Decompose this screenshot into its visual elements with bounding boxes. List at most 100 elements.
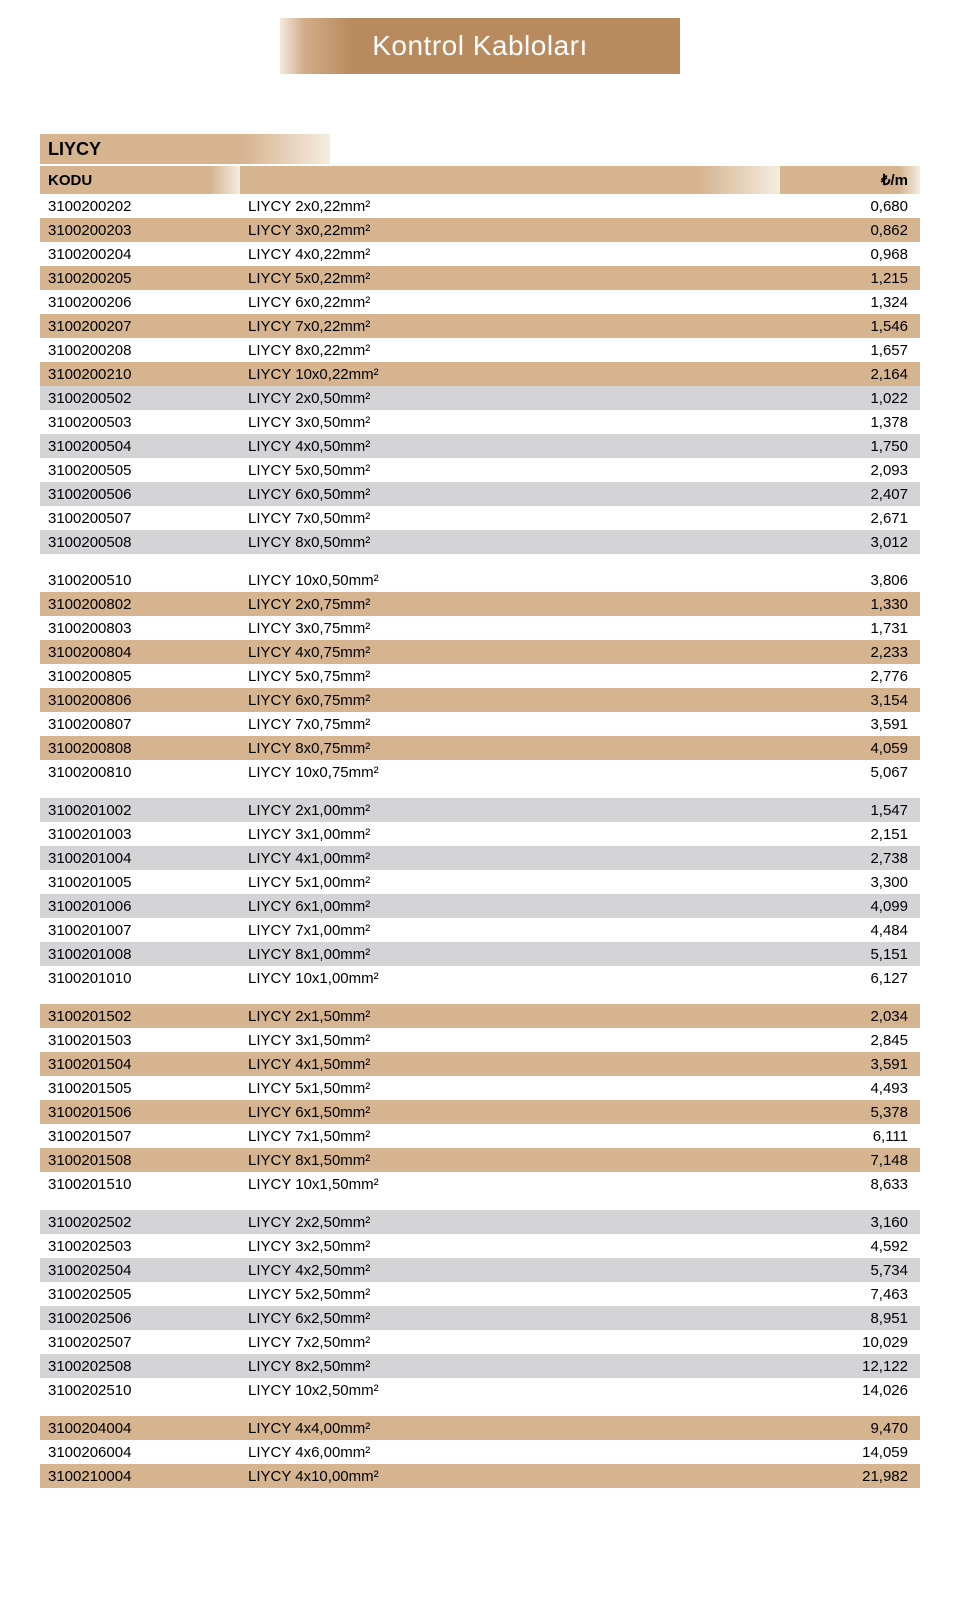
cell-price: 3,300 [780,870,920,894]
cell-code: 3100200505 [40,458,240,482]
table-row: 3100200805LIYCY 5x0,75mm²2,776 [40,664,920,688]
table-row: 3100202502LIYCY 2x2,50mm²3,160 [40,1210,920,1234]
cell-code: 3100201002 [40,798,240,822]
table-row: 3100210004LIYCY 4x10,00mm²21,982 [40,1464,920,1488]
table-row: 3100202507LIYCY 7x2,50mm²10,029 [40,1330,920,1354]
cell-price: 1,022 [780,386,920,410]
table-row: 3100201507LIYCY 7x1,50mm²6,111 [40,1124,920,1148]
cell-code: 3100201502 [40,1004,240,1028]
cell-code: 3100200205 [40,266,240,290]
cell-desc: LIYCY 8x0,22mm² [240,338,780,362]
cell-desc: LIYCY 2x1,00mm² [240,798,780,822]
group-gap [40,1196,920,1210]
cell-code: 3100201505 [40,1076,240,1100]
cell-price: 2,845 [780,1028,920,1052]
cell-desc: LIYCY 4x6,00mm² [240,1440,780,1464]
cell-code: 3100201507 [40,1124,240,1148]
cell-code: 3100202504 [40,1258,240,1282]
cell-price: 1,330 [780,592,920,616]
cell-price: 8,633 [780,1172,920,1196]
cell-code: 3100202502 [40,1210,240,1234]
cell-code: 3100200808 [40,736,240,760]
table-row: 3100201502LIYCY 2x1,50mm²2,034 [40,1004,920,1028]
cell-desc: LIYCY 6x0,50mm² [240,482,780,506]
table-row: 3100201504LIYCY 4x1,50mm²3,591 [40,1052,920,1076]
cell-desc: LIYCY 8x2,50mm² [240,1354,780,1378]
table-row: 3100201004LIYCY 4x1,00mm²2,738 [40,846,920,870]
table-row: 3100201007LIYCY 7x1,00mm²4,484 [40,918,920,942]
cell-code: 3100201010 [40,966,240,990]
cell-code: 3100202503 [40,1234,240,1258]
cell-code: 3100200506 [40,482,240,506]
group-gap [40,1402,920,1416]
cell-price: 2,093 [780,458,920,482]
cell-price: 6,127 [780,966,920,990]
cell-price: 4,099 [780,894,920,918]
table-row: 3100200802LIYCY 2x0,75mm²1,330 [40,592,920,616]
cell-desc: LIYCY 7x0,50mm² [240,506,780,530]
cell-desc: LIYCY 6x1,50mm² [240,1100,780,1124]
cell-desc: LIYCY 8x1,00mm² [240,942,780,966]
cell-price: 5,067 [780,760,920,784]
table-row: 3100200207LIYCY 7x0,22mm²1,546 [40,314,920,338]
cell-desc: LIYCY 10x0,75mm² [240,760,780,784]
cell-price: 1,215 [780,266,920,290]
cell-code: 3100200802 [40,592,240,616]
cell-desc: LIYCY 5x0,75mm² [240,664,780,688]
cell-desc: LIYCY 10x2,50mm² [240,1378,780,1402]
cell-code: 3100200507 [40,506,240,530]
cell-code: 3100200805 [40,664,240,688]
table-row: 3100201010LIYCY 10x1,00mm²6,127 [40,966,920,990]
table-row: 3100200204LIYCY 4x0,22mm²0,968 [40,242,920,266]
cell-price: 3,806 [780,568,920,592]
group-gap [40,554,920,568]
table-row: 3100200203LIYCY 3x0,22mm²0,862 [40,218,920,242]
cell-price: 1,657 [780,338,920,362]
cell-price: 2,671 [780,506,920,530]
table-row: 3100201003LIYCY 3x1,00mm²2,151 [40,822,920,846]
cell-price: 7,148 [780,1148,920,1172]
table-row: 3100200210LIYCY 10x0,22mm²2,164 [40,362,920,386]
cell-desc: LIYCY 4x1,50mm² [240,1052,780,1076]
cell-desc: LIYCY 5x0,50mm² [240,458,780,482]
cell-price: 21,982 [780,1464,920,1488]
table-row: 3100200202LIYCY 2x0,22mm²0,680 [40,194,920,218]
cell-price: 2,738 [780,846,920,870]
table-row: 3100200508LIYCY 8x0,50mm²3,012 [40,530,920,554]
cell-code: 3100200206 [40,290,240,314]
cell-code: 3100200508 [40,530,240,554]
section-title: LIYCY [40,134,330,164]
table-row: 3100201008LIYCY 8x1,00mm²5,151 [40,942,920,966]
cell-desc: LIYCY 7x1,00mm² [240,918,780,942]
cell-price: 12,122 [780,1354,920,1378]
cell-price: 3,591 [780,712,920,736]
table-row: 3100200810LIYCY 10x0,75mm²5,067 [40,760,920,784]
cell-desc: LIYCY 5x2,50mm² [240,1282,780,1306]
cell-price: 0,862 [780,218,920,242]
cell-price: 3,012 [780,530,920,554]
cell-desc: LIYCY 4x0,50mm² [240,434,780,458]
table-row: 3100202510LIYCY 10x2,50mm²14,026 [40,1378,920,1402]
cell-code: 3100201510 [40,1172,240,1196]
cell-desc: LIYCY 8x0,50mm² [240,530,780,554]
cell-desc: LIYCY 2x2,50mm² [240,1210,780,1234]
cell-price: 3,154 [780,688,920,712]
cell-desc: LIYCY 7x1,50mm² [240,1124,780,1148]
table-row: 3100202505LIYCY 5x2,50mm²7,463 [40,1282,920,1306]
cell-price: 4,484 [780,918,920,942]
table-row: 3100200208LIYCY 8x0,22mm²1,657 [40,338,920,362]
cell-desc: LIYCY 6x1,00mm² [240,894,780,918]
table-row: 3100200808LIYCY 8x0,75mm²4,059 [40,736,920,760]
table-row: 3100200506LIYCY 6x0,50mm²2,407 [40,482,920,506]
cell-price: 7,463 [780,1282,920,1306]
cell-desc: LIYCY 3x2,50mm² [240,1234,780,1258]
table-row: 3100200206LIYCY 6x0,22mm²1,324 [40,290,920,314]
table-row: 3100200502LIYCY 2x0,50mm²1,022 [40,386,920,410]
cell-code: 3100201504 [40,1052,240,1076]
cell-price: 2,151 [780,822,920,846]
cell-code: 3100202507 [40,1330,240,1354]
cell-desc: LIYCY 4x1,00mm² [240,846,780,870]
table-row: 3100202503LIYCY 3x2,50mm²4,592 [40,1234,920,1258]
cell-code: 3100202505 [40,1282,240,1306]
cell-price: 8,951 [780,1306,920,1330]
